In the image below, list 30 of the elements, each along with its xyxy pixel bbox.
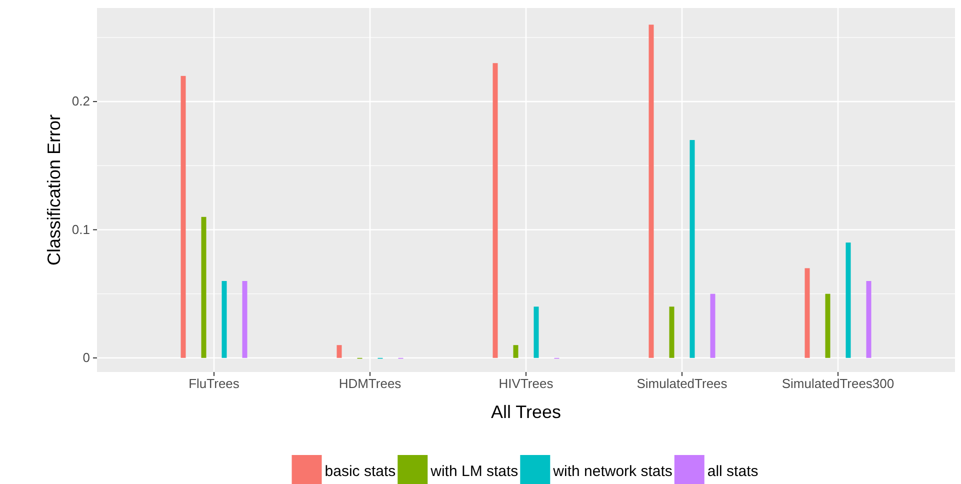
bar <box>846 242 851 358</box>
bar <box>242 281 248 358</box>
bar <box>866 281 872 358</box>
bar <box>201 216 206 358</box>
bar <box>222 281 227 358</box>
x-tick-label: SimulatedTrees300 <box>782 376 894 392</box>
bar <box>804 268 810 358</box>
x-axis-title: All Trees <box>490 402 562 422</box>
y-tick-label: 0 <box>82 350 90 366</box>
x-tick-label: SimulatedTrees <box>636 376 728 392</box>
bar <box>825 294 830 358</box>
x-tick-label: HIVTrees <box>498 376 554 392</box>
y-tick-label: 0.2 <box>72 94 90 109</box>
bar <box>690 140 695 358</box>
legend-label: basic stats <box>324 463 396 480</box>
bar <box>710 294 716 358</box>
legend-label: with LM stats <box>430 463 518 480</box>
bar <box>648 24 654 358</box>
y-axis-title: Classification Error <box>44 114 64 266</box>
bar <box>669 306 674 358</box>
bar <box>180 76 186 358</box>
bar <box>336 345 342 358</box>
bar <box>513 345 518 358</box>
bar <box>492 63 498 358</box>
x-tick-label: FluTrees <box>188 376 240 392</box>
bar <box>534 306 539 358</box>
x-tick-label: HDMTrees <box>338 376 402 392</box>
legend-label: all stats <box>707 463 758 480</box>
y-tick-label: 0.1 <box>72 222 90 237</box>
legend-label: with network stats <box>552 463 672 480</box>
